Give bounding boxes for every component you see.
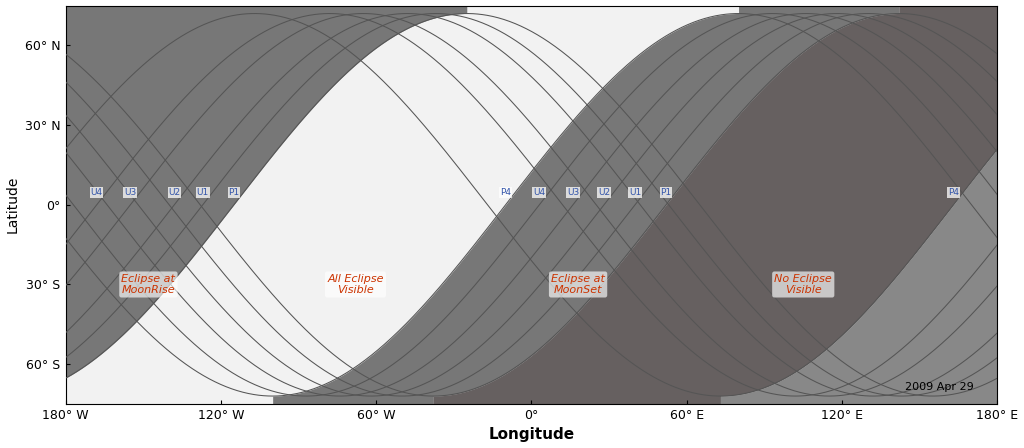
Text: 2009 Apr 29: 2009 Apr 29 [905,382,974,392]
Y-axis label: Latitude: Latitude [5,176,19,233]
Text: U3: U3 [566,188,579,197]
Text: P1: P1 [660,188,672,197]
Text: U4: U4 [534,188,546,197]
Text: U3: U3 [124,188,136,197]
Text: All Eclipse
Visible: All Eclipse Visible [328,274,384,295]
Text: P4: P4 [948,188,958,197]
Text: P1: P1 [228,188,240,197]
Text: U4: U4 [90,188,102,197]
Text: U1: U1 [629,188,641,197]
Text: P4: P4 [500,188,511,197]
Text: U2: U2 [168,188,180,197]
Text: Eclipse at
MoonSet: Eclipse at MoonSet [551,274,605,295]
Text: Eclipse at
MoonRise: Eclipse at MoonRise [122,274,175,295]
Text: U2: U2 [598,188,610,197]
X-axis label: Longitude: Longitude [488,427,574,443]
Text: No Eclipse
Visible: No Eclipse Visible [774,274,833,295]
Text: U1: U1 [197,188,209,197]
